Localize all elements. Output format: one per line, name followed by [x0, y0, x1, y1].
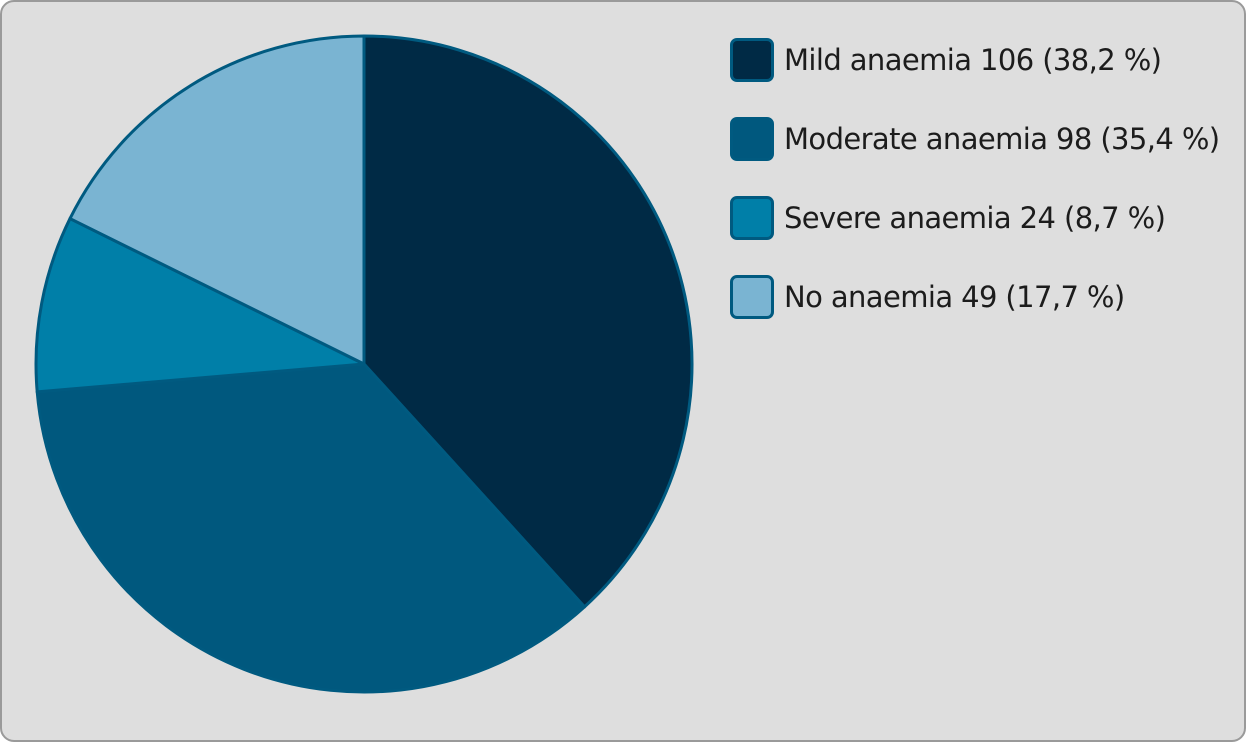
- legend-swatch-severe-anaemia: [730, 196, 774, 240]
- legend-swatch-moderate-anaemia: [730, 117, 774, 161]
- legend-label-severe-anaemia: Severe anaemia 24 (8,7 %): [784, 201, 1166, 235]
- pie-slice-severe-anaemia: [34, 217, 366, 394]
- legend: Mild anaemia 106 (38,2 %) Moderate anaem…: [730, 34, 1220, 350]
- legend-swatch-mild-anaemia: [730, 38, 774, 82]
- legend-item-moderate-anaemia: Moderate anaemia 98 (35,4 %): [730, 113, 1220, 165]
- pie-slice-no-anaemia: [68, 34, 366, 366]
- pie-slice-mild-anaemia: [362, 34, 694, 609]
- legend-swatch-no-anaemia: [730, 275, 774, 319]
- legend-item-mild-anaemia: Mild anaemia 106 (38,2 %): [730, 34, 1220, 86]
- legend-label-no-anaemia: No anaemia 49 (17,7 %): [784, 280, 1125, 314]
- legend-item-no-anaemia: No anaemia 49 (17,7 %): [730, 271, 1220, 323]
- legend-label-moderate-anaemia: Moderate anaemia 98 (35,4 %): [784, 122, 1220, 156]
- legend-item-severe-anaemia: Severe anaemia 24 (8,7 %): [730, 192, 1220, 244]
- legend-label-mild-anaemia: Mild anaemia 106 (38,2 %): [784, 43, 1162, 77]
- pie-slice-moderate-anaemia: [35, 362, 586, 694]
